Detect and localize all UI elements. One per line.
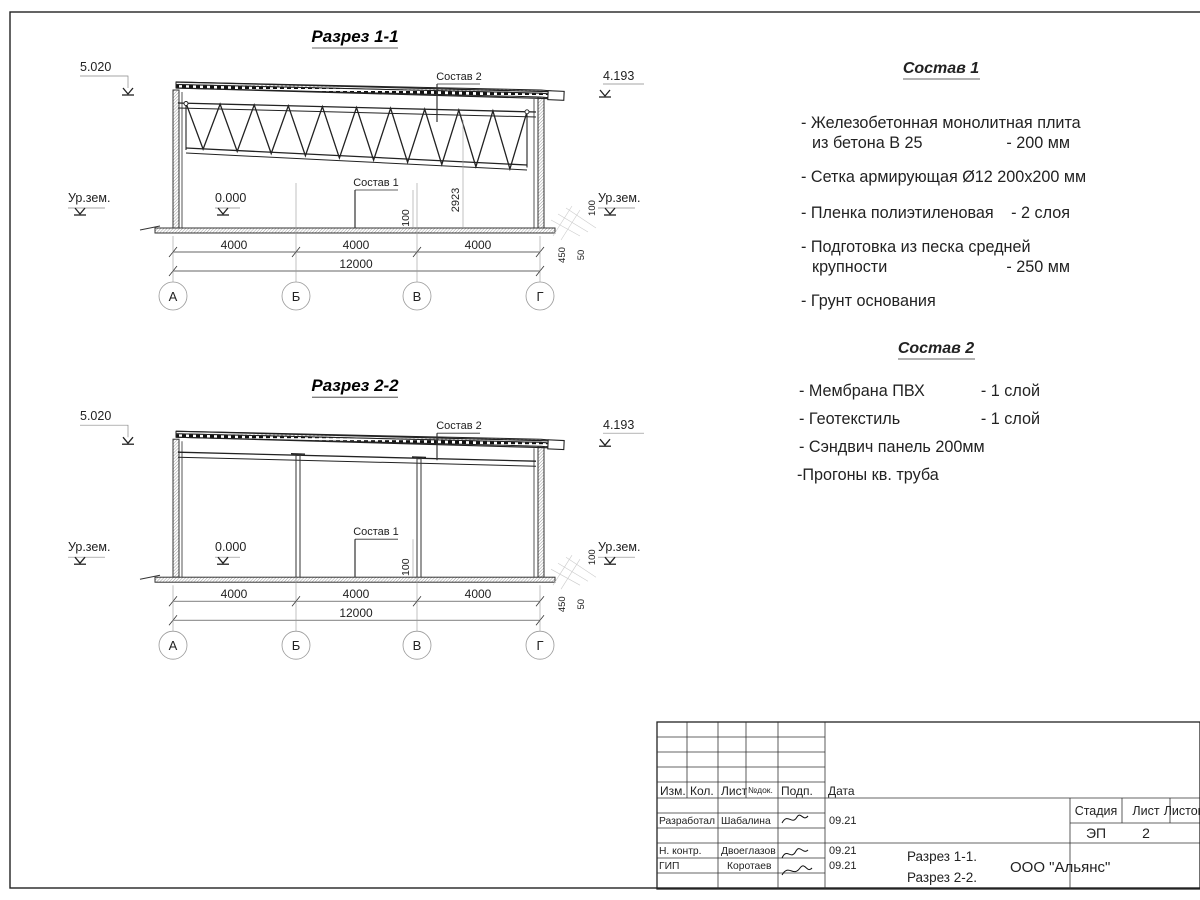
svg-text:-Прогоны кв. труба: -Прогоны кв. труба <box>797 466 939 484</box>
svg-text:2: 2 <box>1142 825 1150 841</box>
svg-text:Коротаев: Коротаев <box>727 861 772 872</box>
svg-text:Состав 2: Состав 2 <box>436 71 482 83</box>
svg-text:Ур.зем.: Ур.зем. <box>68 540 110 554</box>
svg-text:09.21: 09.21 <box>829 815 857 827</box>
svg-text:А: А <box>169 638 178 653</box>
svg-text:50: 50 <box>576 250 587 261</box>
svg-text:- 1 слой: - 1 слой <box>981 382 1040 400</box>
svg-text:Н. контр.: Н. контр. <box>659 846 702 857</box>
svg-text:Лист: Лист <box>1132 804 1159 818</box>
svg-text:4.193: 4.193 <box>603 69 634 83</box>
svg-text:4000: 4000 <box>221 587 248 601</box>
svg-text:100: 100 <box>587 549 598 565</box>
svg-text:Г: Г <box>536 289 543 304</box>
svg-text:ЭП: ЭП <box>1086 825 1106 841</box>
svg-text:- Железобетонная монолитная п: - Железобетонная монолитная плита <box>801 114 1081 132</box>
svg-text:- 1 слой: - 1 слой <box>981 410 1040 428</box>
svg-text:крупности: крупности <box>812 258 887 276</box>
svg-text:100: 100 <box>400 558 412 576</box>
svg-text:- Подготовка из песка средней: - Подготовка из песка средней <box>801 238 1031 256</box>
svg-text:Ур.зем.: Ур.зем. <box>598 540 640 554</box>
svg-text:2923: 2923 <box>450 188 462 212</box>
svg-text:Ур.зем.: Ур.зем. <box>68 191 110 205</box>
svg-text:Состав 2: Состав 2 <box>898 340 974 357</box>
svg-text:Б: Б <box>292 289 301 304</box>
svg-text:0.000: 0.000 <box>215 540 246 554</box>
svg-text:4000: 4000 <box>343 587 370 601</box>
svg-text:4000: 4000 <box>465 587 492 601</box>
svg-text:Лист: Лист <box>721 784 748 798</box>
svg-text:- 2 слоя: - 2 слоя <box>1011 204 1070 222</box>
svg-text:А: А <box>169 289 178 304</box>
svg-text:№док.: №док. <box>748 785 773 795</box>
svg-text:Разрез 2-2.: Разрез 2-2. <box>907 870 977 885</box>
svg-text:5.020: 5.020 <box>80 60 111 74</box>
svg-text:Состав 1: Состав 1 <box>353 177 399 189</box>
svg-text:В: В <box>413 289 422 304</box>
svg-text:- Сэндвич панель 200мм: - Сэндвич панель 200мм <box>799 438 985 456</box>
svg-text:Кол.: Кол. <box>690 784 714 798</box>
svg-text:Ур.зем.: Ур.зем. <box>598 191 640 205</box>
svg-text:- 250 мм: - 250 мм <box>1006 258 1070 276</box>
svg-text:5.020: 5.020 <box>80 409 111 423</box>
svg-text:09.21: 09.21 <box>829 860 857 872</box>
svg-text:Разработал: Разработал <box>659 815 715 827</box>
svg-text:Г: Г <box>536 638 543 653</box>
svg-text:Состав 2: Состав 2 <box>436 420 482 432</box>
svg-text:- Мембрана ПВХ: - Мембрана ПВХ <box>799 382 925 400</box>
svg-text:Дата: Дата <box>828 784 855 798</box>
svg-text:Подп.: Подп. <box>781 784 813 798</box>
svg-text:Разрез 1-1: Разрез 1-1 <box>311 27 398 46</box>
svg-text:ГИП: ГИП <box>659 861 679 872</box>
svg-text:450: 450 <box>557 596 568 612</box>
svg-text:из бетона В 25: из бетона В 25 <box>812 134 923 152</box>
svg-text:Шабалина: Шабалина <box>721 815 771 827</box>
svg-text:12000: 12000 <box>339 257 373 271</box>
svg-text:09.21: 09.21 <box>829 845 857 857</box>
svg-text:50: 50 <box>576 599 587 610</box>
svg-text:- Грунт основания: - Грунт основания <box>801 292 936 310</box>
svg-text:Листов: Листов <box>1164 804 1200 818</box>
svg-text:Изм.: Изм. <box>660 784 686 798</box>
svg-text:4000: 4000 <box>343 238 370 252</box>
svg-text:100: 100 <box>587 200 598 216</box>
svg-text:Б: Б <box>292 638 301 653</box>
svg-text:Состав 1: Состав 1 <box>353 526 399 538</box>
svg-text:0.000: 0.000 <box>215 191 246 205</box>
svg-text:Разрез 2-2: Разрез 2-2 <box>311 376 399 395</box>
svg-text:4000: 4000 <box>221 238 248 252</box>
svg-text:4000: 4000 <box>465 238 492 252</box>
svg-text:- 200 мм: - 200 мм <box>1006 134 1070 152</box>
svg-text:- Геотекстиль: - Геотекстиль <box>799 410 900 428</box>
svg-text:Двоеглазов: Двоеглазов <box>721 846 776 857</box>
svg-text:12000: 12000 <box>339 606 373 620</box>
svg-text:100: 100 <box>400 209 412 227</box>
svg-text:Разрез 1-1.: Разрез 1-1. <box>907 849 977 864</box>
svg-text:В: В <box>413 638 422 653</box>
svg-text:450: 450 <box>557 247 568 263</box>
svg-text:ООО "Альянс": ООО "Альянс" <box>1010 859 1110 876</box>
svg-text:- Сетка армирующая Ø12 200x200: - Сетка армирующая Ø12 200x200 мм <box>801 168 1086 186</box>
svg-text:Стадия: Стадия <box>1075 804 1118 818</box>
svg-text:- Пленка полиэтиленовая: - Пленка полиэтиленовая <box>801 204 994 222</box>
svg-text:Состав 1: Состав 1 <box>903 60 979 77</box>
svg-text:4.193: 4.193 <box>603 418 634 432</box>
